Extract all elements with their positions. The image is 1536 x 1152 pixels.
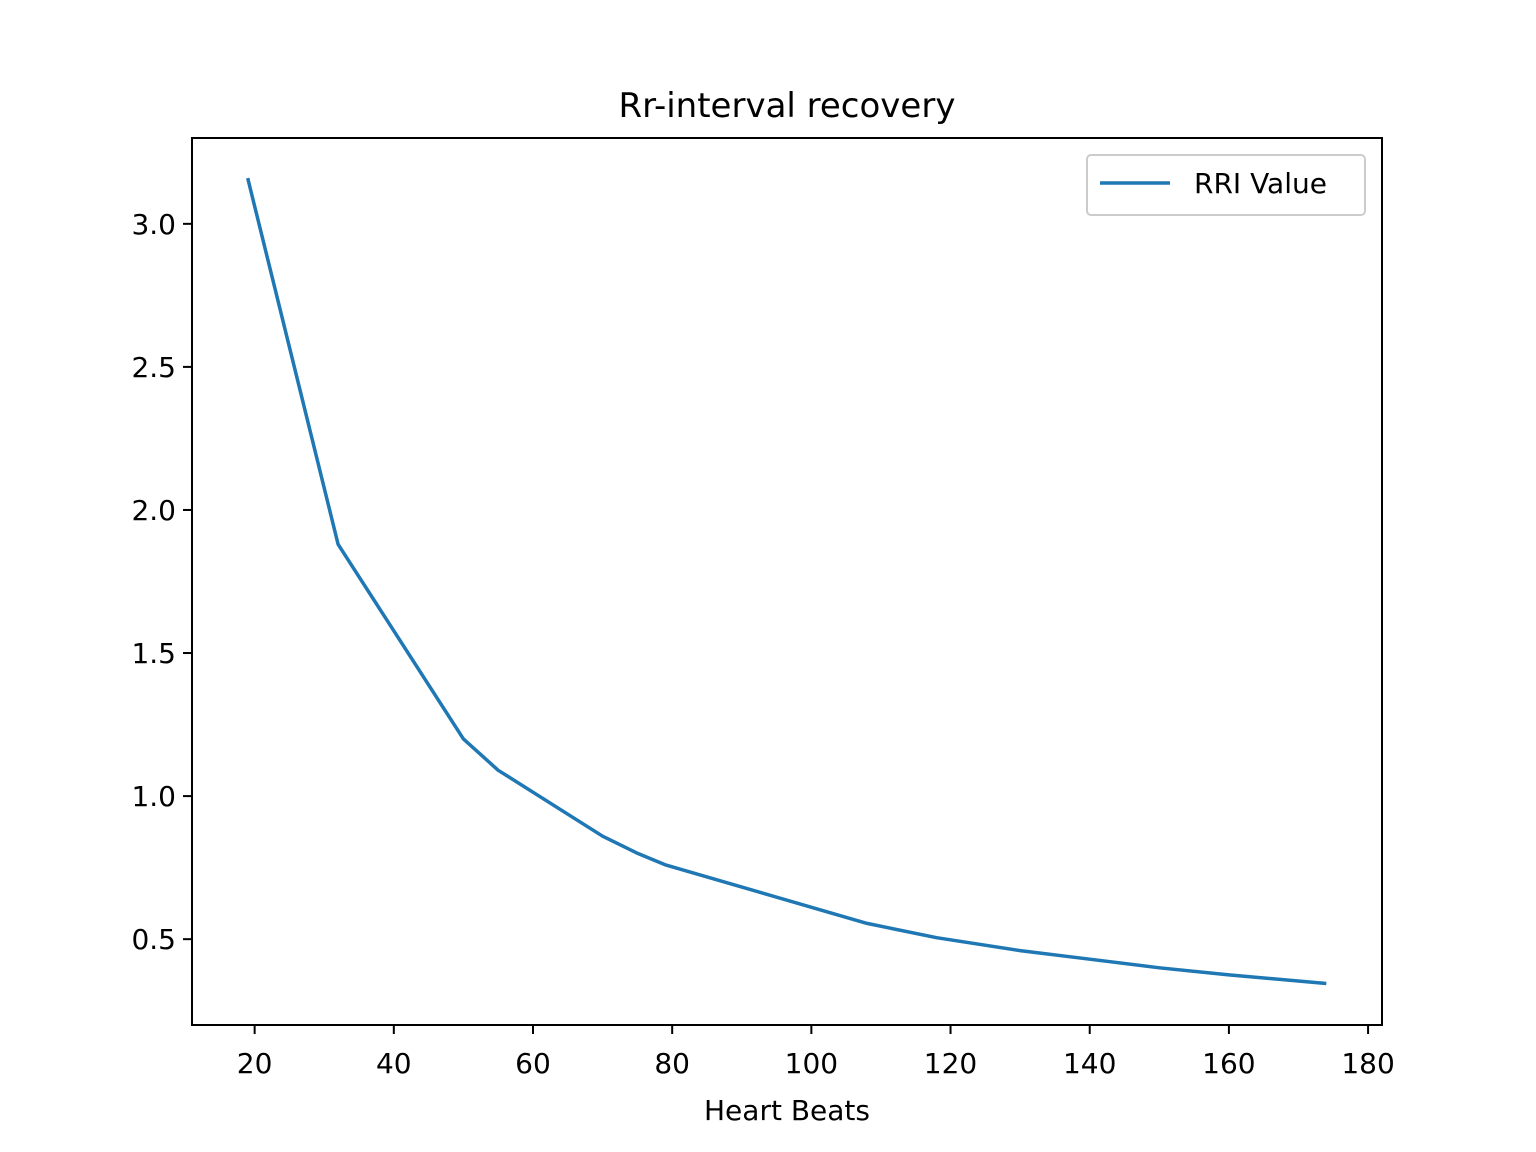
x-tick-label: 140 xyxy=(1063,1047,1116,1080)
x-tick-label: 100 xyxy=(785,1047,838,1080)
x-axis-ticks: 20 40 60 80 100 120 140 160 180 xyxy=(237,1025,1395,1080)
plot-background xyxy=(192,138,1382,1025)
y-tick-label: 2.5 xyxy=(131,351,176,384)
x-tick-label: 180 xyxy=(1341,1047,1394,1080)
x-tick-label: 160 xyxy=(1202,1047,1255,1080)
y-tick-label: 2.0 xyxy=(131,494,176,527)
series-layer xyxy=(246,177,1327,986)
y-tick-label: 1.5 xyxy=(131,637,176,670)
y-tick-label: 3.0 xyxy=(131,208,176,241)
chart-title: Rr-interval recovery xyxy=(619,86,956,126)
x-tick-label: 120 xyxy=(924,1047,977,1080)
y-axis-ticks: 0.5 1.0 1.5 2.0 2.5 3.0 xyxy=(131,208,192,956)
x-tick-label: 40 xyxy=(376,1047,412,1080)
x-axis-label: Heart Beats xyxy=(704,1094,870,1127)
legend: RRI Value xyxy=(1086,154,1366,216)
legend-label-rri-value: RRI Value xyxy=(1194,167,1327,200)
x-tick-label: 20 xyxy=(237,1047,273,1080)
x-tick-label: 80 xyxy=(654,1047,690,1080)
x-tick-label: 60 xyxy=(515,1047,551,1080)
plot-frame xyxy=(191,137,1383,1026)
y-tick-label: 1.0 xyxy=(131,780,176,813)
series-line-rri-value xyxy=(246,177,1327,986)
plot-area xyxy=(191,137,1383,1026)
y-tick-label: 0.5 xyxy=(131,923,176,956)
legend-box xyxy=(1086,154,1366,216)
